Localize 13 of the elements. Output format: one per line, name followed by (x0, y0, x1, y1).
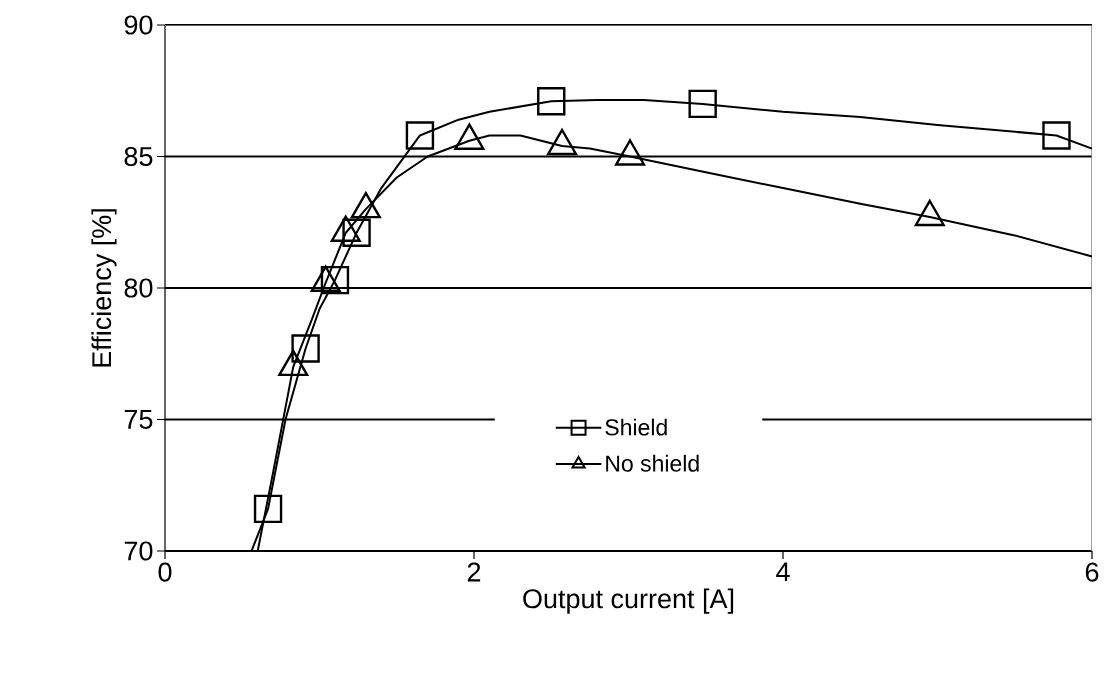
y-tick-label: 85 (124, 146, 153, 167)
x-tick-label: 0 (158, 562, 172, 582)
x-tick-label: 4 (776, 562, 790, 582)
x-tick-label: 2 (467, 562, 481, 582)
y-tick-label: 75 (124, 410, 153, 429)
x-tick-label: 6 (1085, 562, 1099, 582)
x-axis-title: Output current [A] (523, 588, 734, 614)
y-tick-label: 90 (124, 15, 153, 35)
y-axis-title: Efficiency [%] (91, 209, 117, 367)
y-tick-label: 80 (124, 278, 153, 298)
y-tick-label: 70 (124, 541, 153, 561)
legend-label: Shield (605, 418, 667, 436)
legend-label: No shield (606, 454, 699, 472)
